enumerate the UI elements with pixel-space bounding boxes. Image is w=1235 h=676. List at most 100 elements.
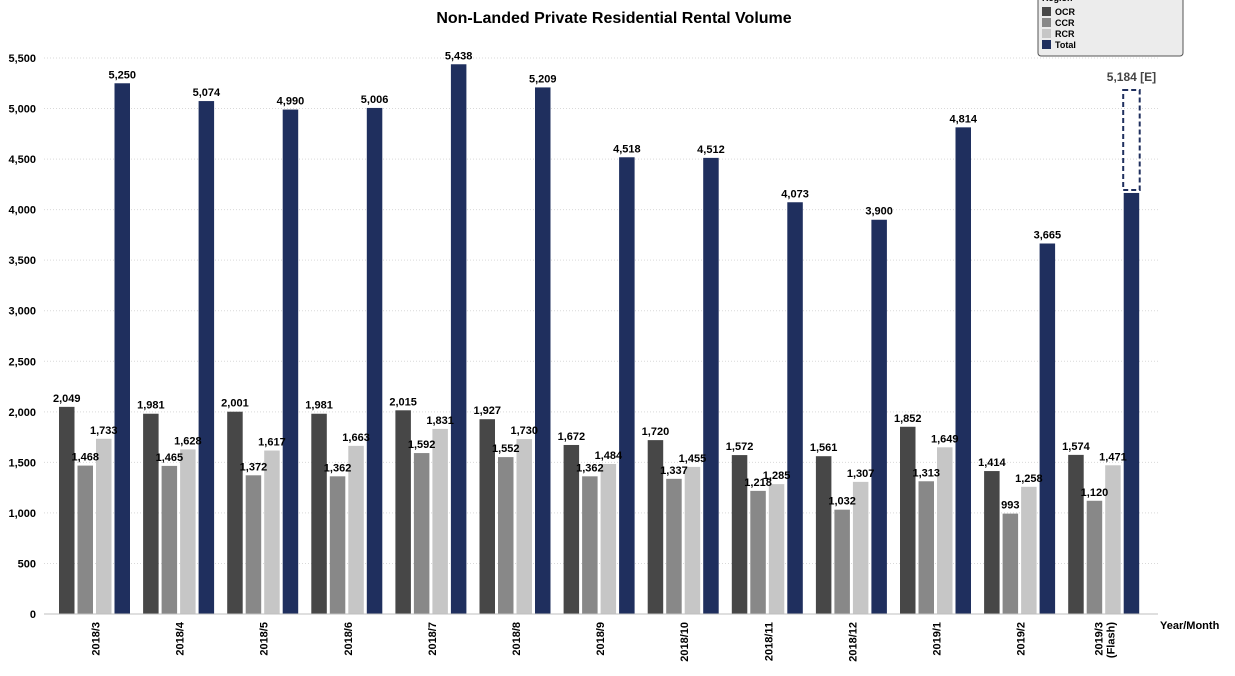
y-tick-label: 5,500: [8, 53, 36, 65]
data-label: 4,512: [697, 144, 725, 156]
legend-swatch: [1042, 18, 1051, 27]
axes: 0 500 1,000 1,500 2,000 2,500 3,000 3,500 4,000 4…: [8, 53, 1158, 662]
chart-title: Non-Landed Private Residential Rental Vo…: [436, 10, 791, 27]
x-tick-label: 2018/7: [427, 622, 439, 656]
data-label: 1,120: [1081, 487, 1109, 499]
data-label: 5,438: [445, 50, 473, 62]
data-label: 2,049: [53, 393, 81, 405]
data-label: 1,730: [510, 425, 538, 437]
data-label: 1,455: [679, 453, 707, 465]
data-label: 3,900: [865, 206, 893, 218]
x-tick-label: (Flash): [1106, 622, 1118, 658]
data-label: 1,285: [763, 470, 791, 482]
x-tick-label: 2018/11: [763, 622, 775, 661]
x-axis-title: Year/Month: [1160, 620, 1220, 632]
data-label: 1,981: [137, 400, 165, 412]
bar-ccr: [161, 465, 178, 614]
bar-ocr: [563, 444, 580, 614]
legend-label: Total: [1055, 40, 1076, 50]
data-label: 1,032: [828, 496, 856, 508]
bar-rcr: [432, 428, 448, 614]
bar-ccr: [834, 509, 850, 614]
bars: [59, 64, 1141, 615]
data-label: 1,414: [978, 457, 1006, 469]
x-tick-label: 2018/3: [91, 622, 103, 656]
y-tick-label: 3,500: [8, 255, 36, 267]
bar-total: [282, 109, 299, 614]
bar-ccr: [77, 465, 93, 614]
data-label: 5,250: [108, 69, 136, 81]
bar-ocr: [900, 426, 916, 614]
data-label: 4,073: [781, 188, 809, 200]
data-label: 1,649: [931, 433, 959, 445]
data-label: 5,074: [193, 87, 221, 99]
data-label: 1,362: [324, 462, 352, 474]
bar-ocr: [815, 456, 832, 614]
bar-total: [955, 127, 971, 615]
data-label: 1,617: [258, 437, 286, 449]
data-label: 1,574: [1062, 441, 1090, 453]
bar-total: [198, 101, 215, 615]
bar-ccr: [666, 478, 682, 614]
data-label: 1,484: [595, 450, 623, 462]
data-label: 3,665: [1034, 230, 1062, 242]
bar-ccr: [750, 490, 766, 614]
y-tick-label: 4,000: [8, 205, 36, 217]
data-label: 2,015: [389, 396, 417, 408]
legend-swatch: [1042, 40, 1051, 49]
bar-ocr: [984, 471, 1000, 614]
legend-label: RCR: [1055, 29, 1075, 39]
legend-box: [1037, 0, 1184, 57]
y-tick-label: 5,000: [8, 104, 36, 116]
data-label: 1,927: [473, 405, 501, 417]
data-label: 1,372: [240, 461, 268, 473]
data-label: 1,572: [726, 441, 754, 453]
bar-total: [535, 87, 551, 614]
bar-ocr: [647, 440, 664, 614]
x-tick-label: 2018/5: [259, 622, 271, 656]
data-label: 1,672: [558, 431, 586, 443]
bar-rcr: [1105, 465, 1121, 614]
y-tick-label: 0: [30, 609, 36, 621]
y-tick-label: 4,500: [8, 154, 36, 166]
y-tick-label: 3,000: [8, 306, 36, 318]
estimate-box: [1122, 88, 1141, 191]
bar-ccr: [918, 481, 934, 614]
data-label: 1,733: [90, 425, 118, 437]
x-tick-label: 2018/4: [175, 621, 187, 656]
bar-total: [114, 83, 130, 615]
data-label: 1,218: [744, 477, 772, 489]
y-tick-label: 2,500: [8, 356, 36, 368]
data-label: 1,313: [912, 467, 940, 479]
bar-rcr: [684, 466, 701, 614]
bar-ocr: [59, 406, 75, 614]
bar-ocr: [395, 410, 411, 614]
bar-total: [1123, 192, 1140, 614]
bar-ccr: [1002, 513, 1019, 614]
bar-total: [871, 219, 887, 614]
bar-total: [619, 157, 635, 614]
bar-ocr: [143, 413, 159, 614]
x-tick-label: 2018/6: [343, 622, 355, 656]
bar-total: [366, 107, 383, 615]
bar-ccr: [498, 457, 514, 614]
data-label: 1,468: [71, 452, 99, 464]
bar-ccr: [245, 475, 262, 614]
bar-rcr: [768, 484, 785, 614]
bar-ccr: [582, 476, 598, 614]
data-label: 4,990: [277, 96, 305, 108]
x-tick-label: 2018/10: [679, 622, 691, 662]
bar-total: [1039, 243, 1056, 614]
data-label: 5,006: [361, 94, 389, 106]
bar-ocr: [227, 411, 243, 614]
legend-swatch: [1042, 29, 1051, 38]
bar-rcr: [516, 439, 532, 614]
bar-ccr: [1086, 500, 1103, 614]
x-tick-label: 2019/1: [932, 622, 944, 656]
bar-ccr: [329, 476, 346, 614]
data-label: 1,852: [894, 413, 922, 425]
bar-rcr: [348, 445, 364, 614]
x-tick-label: 2019/3: [1094, 622, 1106, 656]
data-label: 2,001: [221, 398, 249, 410]
